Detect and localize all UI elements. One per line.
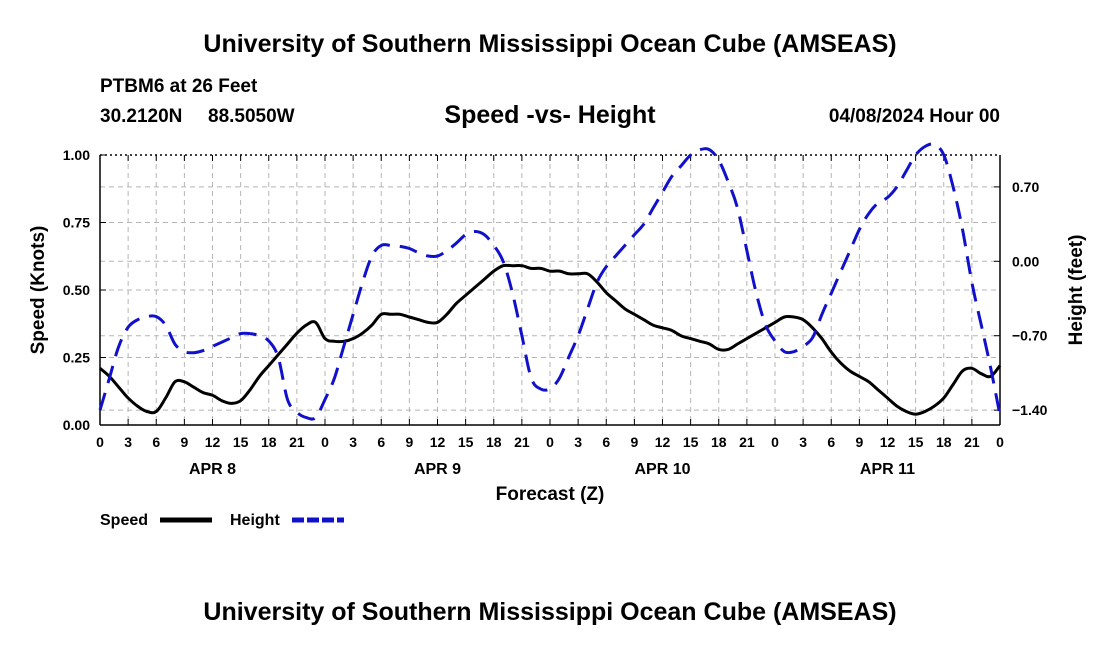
x-tick-label: 15 [458,434,474,450]
x-tick-label: 9 [855,434,863,450]
x-tick-label: 0 [321,434,329,450]
grid-layer [100,155,1000,425]
x-tick-label: 9 [180,434,188,450]
y-tick-label: 0.25 [63,350,90,366]
date-label: APR 9 [414,461,461,478]
x-tick-label: 9 [630,434,638,450]
y-tick-label: 0.50 [63,282,90,298]
x-tick-label: 12 [655,434,671,450]
y-tick-label: 0.75 [63,215,90,231]
x-tick-label: 6 [602,434,610,450]
y2-tick-label: 0.70 [1012,179,1039,195]
axes-layer: 0 3 6 9 12 15 18 21 0 3 6 9 12 15 18 21 0 3 6 9 12 15 18 21 0 3 6 9… [63,147,1048,478]
x-tick-label: 21 [964,434,980,450]
x-tick-label: 18 [711,434,727,450]
y2-tick-label: −0.70 [1012,328,1048,344]
x-tick-label: 3 [349,434,357,450]
x-tick-label: 0 [771,434,779,450]
longitude-label: 88.5050W [208,106,295,127]
x-tick-label: 12 [205,434,221,450]
y2-tick-label: 0.00 [1012,253,1039,269]
x-tick-label: 12 [880,434,896,450]
station-name: PTBM6 at 26 Feet [100,76,258,97]
series-line-speed [99,263,1002,416]
x-tick-label: 15 [683,434,699,450]
x-tick-label: 9 [405,434,413,450]
series-line-height [98,142,1002,421]
legend-label-speed: Speed [100,512,148,529]
x-tick-label: 3 [574,434,582,450]
x-tick-label: 0 [546,434,554,450]
chart-subtitle: Speed -vs- Height [444,101,656,129]
chart-title-bottom: University of Southern Mississippi Ocean… [203,598,897,626]
x-tick-label: 3 [799,434,807,450]
x-tick-label: 15 [908,434,924,450]
latitude-label: 30.2120N [100,106,183,127]
x-axis-label: Forecast (Z) [496,484,605,505]
series-layer [98,142,1002,421]
y2-axis-label: Height (feet) [1066,235,1087,346]
legend-label-height: Height [230,512,280,529]
y-axis-label: Speed (Knots) [28,226,49,355]
x-tick-label: 0 [96,434,104,450]
x-tick-label: 6 [377,434,385,450]
legend: Speed Height [100,512,344,529]
x-tick-label: 18 [936,434,952,450]
x-tick-label: 18 [261,434,277,450]
chart-title-top: University of Southern Mississippi Ocean… [203,30,897,58]
x-tick-label: 21 [289,434,305,450]
x-tick-label: 0 [996,434,1004,450]
x-tick-label: 18 [486,434,502,450]
x-tick-label: 12 [430,434,446,450]
x-tick-label: 6 [152,434,160,450]
x-tick-label: 3 [124,434,132,450]
x-tick-label: 6 [827,434,835,450]
date-label: APR 10 [634,461,690,478]
date-label: APR 8 [189,461,236,478]
y-tick-label: 1.00 [63,147,90,163]
y2-tick-label: −1.40 [1012,402,1048,418]
y-tick-label: 0.00 [63,417,90,433]
date-label: APR 11 [860,461,915,478]
forecast-datetime: 04/08/2024 Hour 00 [828,106,1000,127]
x-tick-label: 15 [233,434,249,450]
x-tick-label: 21 [514,434,530,450]
x-tick-label: 21 [739,434,755,450]
